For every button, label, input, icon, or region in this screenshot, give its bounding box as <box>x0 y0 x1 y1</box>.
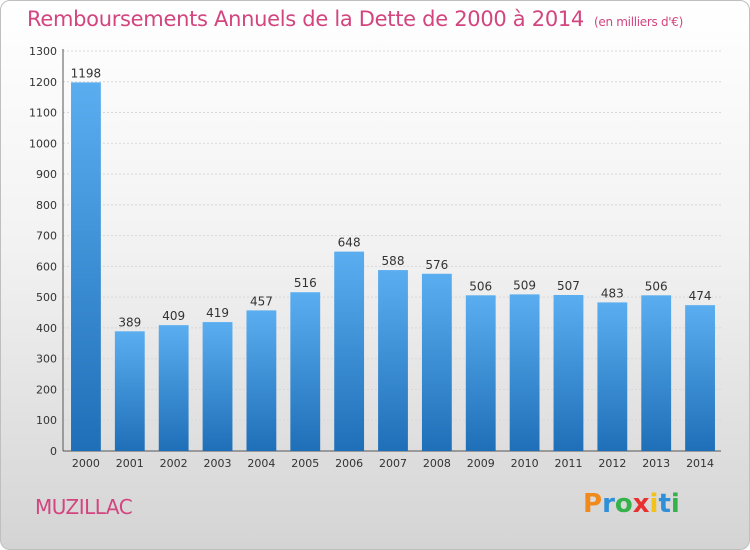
bar-value-label: 506 <box>469 279 492 293</box>
bar-value-label: 474 <box>689 289 712 303</box>
bar <box>290 292 321 451</box>
bar-value-label: 1198 <box>71 66 102 80</box>
x-tick-label: 2000 <box>72 457 100 470</box>
logo-letter: o <box>614 489 633 519</box>
y-tick-label: 700 <box>36 230 57 243</box>
bar <box>509 294 540 451</box>
y-tick-label: 500 <box>36 291 57 304</box>
bar-value-label: 483 <box>601 286 624 300</box>
x-tick-label: 2008 <box>423 457 451 470</box>
x-tick-label: 2001 <box>116 457 144 470</box>
bar <box>246 310 277 451</box>
logo-letter: t <box>658 489 671 519</box>
x-tick-label: 2013 <box>642 457 670 470</box>
x-tick-label: 2007 <box>379 457 407 470</box>
bar <box>334 251 365 451</box>
y-tick-label: 600 <box>36 260 57 273</box>
bar <box>553 295 584 451</box>
x-tick-label: 2004 <box>247 457 275 470</box>
y-tick-label: 1000 <box>29 137 57 150</box>
logo-letter: r <box>602 489 615 519</box>
bar-value-label: 409 <box>162 309 185 323</box>
chart-title: Remboursements Annuels de la Dette de 20… <box>27 7 683 31</box>
chart-title-text: Remboursements Annuels de la Dette de 20… <box>27 7 584 31</box>
x-tick-label: 2009 <box>467 457 495 470</box>
bar <box>421 273 452 451</box>
y-tick-label: 100 <box>36 414 57 427</box>
y-tick-label: 300 <box>36 353 57 366</box>
bar <box>158 325 189 451</box>
bar-value-label: 648 <box>338 236 361 250</box>
x-tick-label: 2002 <box>160 457 188 470</box>
bar <box>71 82 101 451</box>
bar <box>202 322 233 451</box>
commune-name: MUZILLAC <box>35 495 133 519</box>
chart-unit: (en milliers d'€) <box>594 15 684 29</box>
x-tick-label: 2003 <box>204 457 232 470</box>
bar-value-label: 509 <box>513 278 536 292</box>
bar-value-label: 457 <box>250 294 273 308</box>
bar-value-label: 588 <box>382 254 405 268</box>
bar <box>685 305 715 451</box>
y-tick-label: 800 <box>36 199 57 212</box>
x-tick-label: 2011 <box>554 457 582 470</box>
x-tick-label: 2005 <box>291 457 319 470</box>
y-tick-label: 1200 <box>29 76 57 89</box>
bar-value-label: 506 <box>645 279 668 293</box>
x-tick-label: 2014 <box>686 457 714 470</box>
logo-letter: x <box>632 489 650 519</box>
bar-value-label: 516 <box>294 276 317 290</box>
bar-value-label: 507 <box>557 279 580 293</box>
logo-letter: P <box>583 489 603 519</box>
bar-value-label: 419 <box>206 306 229 320</box>
proxiti-logo: Proxiti <box>583 489 680 519</box>
x-tick-label: 2010 <box>511 457 539 470</box>
x-tick-label: 2006 <box>335 457 363 470</box>
y-tick-label: 900 <box>36 168 57 181</box>
y-tick-label: 0 <box>50 445 57 458</box>
logo-letter: i <box>649 489 659 519</box>
y-tick-label: 200 <box>36 383 57 396</box>
x-tick-label: 2012 <box>598 457 626 470</box>
y-tick-label: 400 <box>36 322 57 335</box>
bar <box>114 331 145 451</box>
y-tick-label: 1100 <box>29 107 57 120</box>
bar <box>465 295 496 451</box>
logo-letter: i <box>670 489 680 519</box>
bar-value-label: 389 <box>118 315 141 329</box>
bar <box>597 302 628 451</box>
y-tick-label: 1300 <box>29 45 57 58</box>
bar <box>378 270 408 451</box>
bar <box>641 295 672 451</box>
bar-value-label: 576 <box>425 258 448 272</box>
